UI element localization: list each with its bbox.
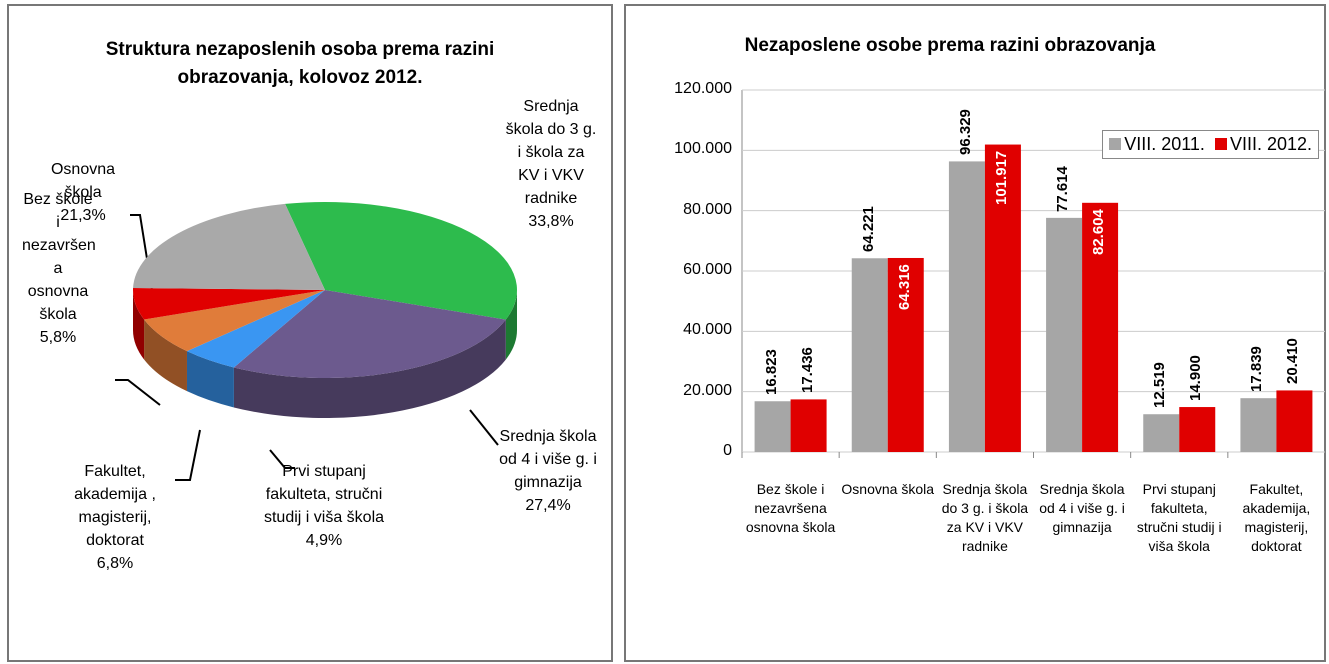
x-tick-label: Fakultet, akademija, magisterij, doktora… xyxy=(1242,481,1311,554)
pie-slice xyxy=(133,287,325,320)
pie-value-label: 33,8% xyxy=(528,213,574,230)
x-tick-label: Prvi stupanj fakulteta, stručni studij i… xyxy=(1136,481,1222,554)
chart-title: Struktura nezaposlenih osoba prema razin… xyxy=(105,39,495,88)
bar-value-label: 17.436 xyxy=(798,347,816,394)
pie-label: Fakultet, akademija , magisterij, doktor… xyxy=(55,460,175,575)
legend-swatch xyxy=(1214,138,1227,150)
pie-slice xyxy=(133,203,325,290)
bar-value-label: 12.519 xyxy=(1151,362,1169,409)
bar xyxy=(984,144,1021,452)
legend-entry: VIII. 2012. xyxy=(1214,134,1312,155)
bar xyxy=(1046,217,1083,452)
x-tick-label: Bez škole i nezavršena osnovna škola xyxy=(745,481,836,535)
pie-slice xyxy=(285,202,517,320)
pie-side xyxy=(186,351,234,408)
legend-label: VIII. 2012. xyxy=(1229,134,1312,154)
pie-category: Osnovna škola xyxy=(50,161,116,201)
bar xyxy=(754,401,791,452)
pie-value-label: 4,9% xyxy=(305,532,343,549)
bar-value-label: 64.316 xyxy=(895,264,913,310)
bar-value-label: 96.329 xyxy=(956,109,974,156)
pie-side xyxy=(133,290,145,360)
pie-slice xyxy=(144,290,325,352)
x-tick-label: Srednja škola od 4 i više g. i gimnazija xyxy=(1039,481,1125,535)
pie-slice xyxy=(186,290,325,368)
bar xyxy=(948,161,985,452)
pie-label: Srednja škola do 3 g. i škola za KV i VK… xyxy=(505,95,597,233)
pie-slice xyxy=(233,290,506,379)
bar xyxy=(1179,407,1216,452)
legend: VIII. 2011. VIII. 2012. xyxy=(1102,130,1319,159)
bar-value-label: 82.604 xyxy=(1090,208,1108,255)
y-tick-label: 40.000 xyxy=(683,321,732,339)
bar xyxy=(1143,414,1180,452)
bar-value-label: 14.900 xyxy=(1187,355,1205,402)
pie-category: Fakultet, akademija , magisterij, doktor… xyxy=(74,463,156,549)
pie-value-label: 5,8% xyxy=(39,329,77,346)
bar-value-label: 16.823 xyxy=(762,349,780,396)
pie-value-label: 27,4% xyxy=(525,497,571,514)
y-tick-label: 20.000 xyxy=(683,381,732,399)
pie-category: Bez škole i nezavršen a osnovna škola xyxy=(22,191,96,323)
bar-value-label: 17.839 xyxy=(1248,346,1266,393)
pie-category: Prvi stupanj fakulteta, stručni studij i… xyxy=(263,463,385,526)
pie-label: Osnovna škola 21,3% xyxy=(28,158,138,227)
chart-title: Nezaposlene osobe prema razini obrazovan… xyxy=(744,35,1156,56)
bar xyxy=(851,258,888,452)
pie-side xyxy=(144,319,187,392)
y-tick-label: 80.000 xyxy=(683,200,732,218)
pie-side xyxy=(505,290,517,360)
legend-label: VIII. 2011. xyxy=(1124,134,1205,154)
legend-entry: VIII. 2011. xyxy=(1109,134,1205,155)
bar-value-label: 20.410 xyxy=(1284,338,1302,385)
legend-swatch xyxy=(1109,138,1122,150)
bar-value-label: 77.614 xyxy=(1054,165,1072,212)
pie-category: Srednja škola od 4 i više g. i gimnazija xyxy=(499,428,597,491)
pie-label: Prvi stupanj fakulteta, stručni studij i… xyxy=(258,460,390,552)
bar xyxy=(1240,398,1277,452)
pie-category: Srednja škola do 3 g. i škola za KV i VK… xyxy=(505,98,597,207)
bar-value-label: 64.221 xyxy=(859,206,877,253)
y-tick-label: 60.000 xyxy=(683,261,732,278)
pie-value-label: 6,8% xyxy=(96,555,134,572)
y-tick-label: 0 xyxy=(723,442,732,459)
pie-side xyxy=(233,319,506,418)
y-tick-label: 100.000 xyxy=(674,140,732,158)
y-tick-label: 120.000 xyxy=(674,80,732,97)
pie-label: Bez škole i nezavršen a osnovna škola 5,8… xyxy=(8,188,108,349)
bar-value-label: 101.917 xyxy=(992,150,1010,205)
pie-value-label: 21,3% xyxy=(60,207,106,224)
x-tick-label: Srednja škola do 3 g. i škola za KV i VK… xyxy=(941,481,1029,554)
bar xyxy=(1082,202,1119,452)
bar xyxy=(790,399,827,452)
x-tick-label: Osnovna škola xyxy=(841,481,935,497)
bar xyxy=(887,257,924,452)
bar xyxy=(1276,390,1313,452)
pie-label: Srednja škola od 4 i više g. i gimnazija… xyxy=(498,425,598,517)
